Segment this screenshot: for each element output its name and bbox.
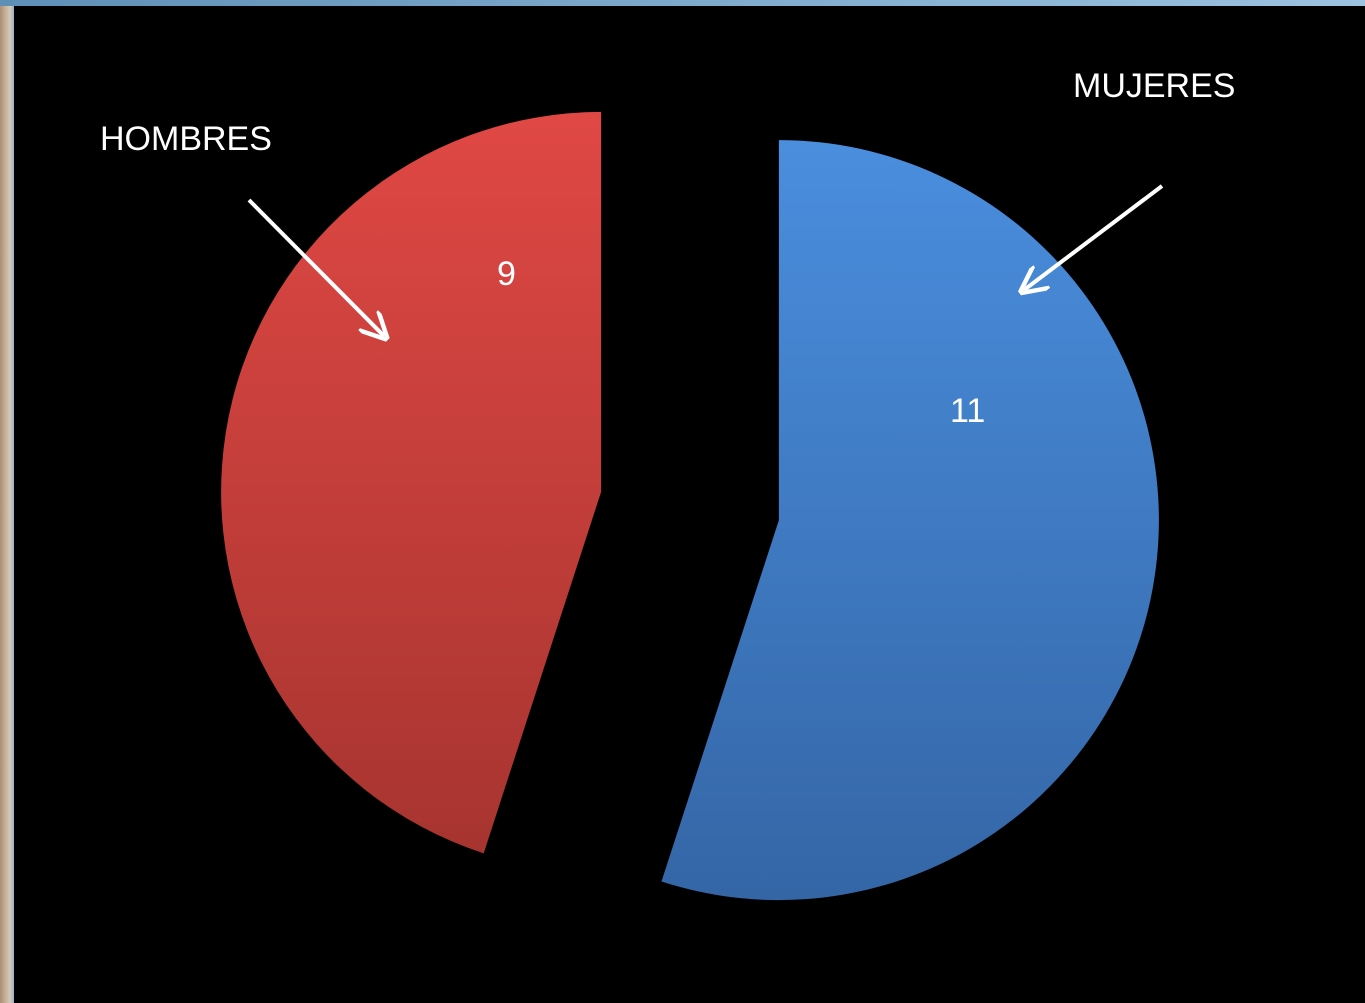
hombres-series-label: HOMBRES	[100, 120, 272, 158]
slide-top-strip	[0, 0, 1365, 6]
pie-slice-hombres	[221, 111, 602, 854]
pie-slice-mujeres	[661, 140, 1159, 901]
pie-slices	[221, 111, 1159, 901]
hombres-data-label: 9	[497, 255, 516, 293]
mujeres-series-label: MUJERES	[1073, 67, 1235, 105]
mujeres-data-label: 11	[950, 392, 985, 430]
hombres-arrow	[247, 198, 384, 336]
mujeres-arrow	[1024, 184, 1164, 290]
